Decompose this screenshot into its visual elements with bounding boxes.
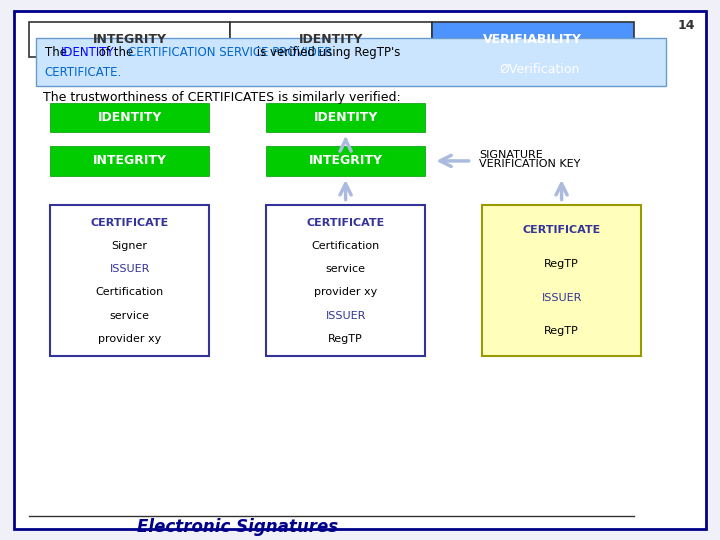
Text: is verified using RegTP's: is verified using RegTP's	[253, 46, 401, 59]
Text: IDENTITY: IDENTITY	[97, 111, 162, 124]
Text: CERTIFICATE: CERTIFICATE	[307, 218, 384, 228]
Text: CERTIFICATION SERVICE PROVIDER: CERTIFICATION SERVICE PROVIDER	[128, 46, 333, 59]
FancyBboxPatch shape	[230, 22, 432, 57]
FancyBboxPatch shape	[266, 205, 425, 356]
Text: VERIFIABILITY: VERIFIABILITY	[483, 32, 582, 46]
Text: Certification: Certification	[312, 241, 379, 251]
FancyBboxPatch shape	[29, 22, 230, 57]
Text: The trustworthiness of CERTIFICATES is similarly verified:: The trustworthiness of CERTIFICATES is s…	[43, 91, 401, 104]
FancyBboxPatch shape	[266, 103, 425, 132]
Text: INTEGRITY: INTEGRITY	[93, 32, 166, 46]
Text: provider xy: provider xy	[98, 334, 161, 344]
Text: service: service	[109, 310, 150, 321]
Text: IDENTITY: IDENTITY	[313, 111, 378, 124]
Text: SIGNATURE: SIGNATURE	[479, 150, 543, 160]
Text: IDENTITY: IDENTITY	[61, 46, 115, 59]
FancyBboxPatch shape	[266, 146, 425, 176]
Text: CERTIFICATE: CERTIFICATE	[91, 218, 168, 228]
Text: The: The	[45, 46, 71, 59]
Text: CERTIFICATE.: CERTIFICATE.	[45, 66, 122, 79]
FancyBboxPatch shape	[432, 58, 648, 80]
Text: ISSUER: ISSUER	[109, 264, 150, 274]
FancyBboxPatch shape	[50, 146, 209, 176]
Text: VERIFICATION KEY: VERIFICATION KEY	[479, 159, 580, 169]
Text: Electronic Signatures: Electronic Signatures	[137, 517, 338, 536]
Text: ØVerification: ØVerification	[500, 63, 580, 76]
Text: of the: of the	[95, 46, 137, 59]
Text: 14: 14	[678, 19, 695, 32]
FancyBboxPatch shape	[482, 205, 641, 356]
Text: ISSUER: ISSUER	[541, 293, 582, 302]
Text: RegTP: RegTP	[544, 326, 579, 336]
Text: RegTP: RegTP	[544, 259, 579, 269]
Text: INTEGRITY: INTEGRITY	[309, 154, 382, 167]
Text: ISSUER: ISSUER	[325, 310, 366, 321]
Text: Signer: Signer	[112, 241, 148, 251]
FancyBboxPatch shape	[50, 103, 209, 132]
Text: CERTIFICATE: CERTIFICATE	[523, 225, 600, 235]
Text: IDENTITY: IDENTITY	[299, 32, 364, 46]
Text: INTEGRITY: INTEGRITY	[93, 154, 166, 167]
Text: service: service	[325, 264, 366, 274]
FancyBboxPatch shape	[36, 38, 666, 86]
Text: provider xy: provider xy	[314, 287, 377, 298]
FancyBboxPatch shape	[50, 205, 209, 356]
FancyBboxPatch shape	[432, 22, 634, 57]
FancyBboxPatch shape	[14, 11, 706, 529]
Text: Certification: Certification	[96, 287, 163, 298]
Text: RegTP: RegTP	[328, 334, 363, 344]
